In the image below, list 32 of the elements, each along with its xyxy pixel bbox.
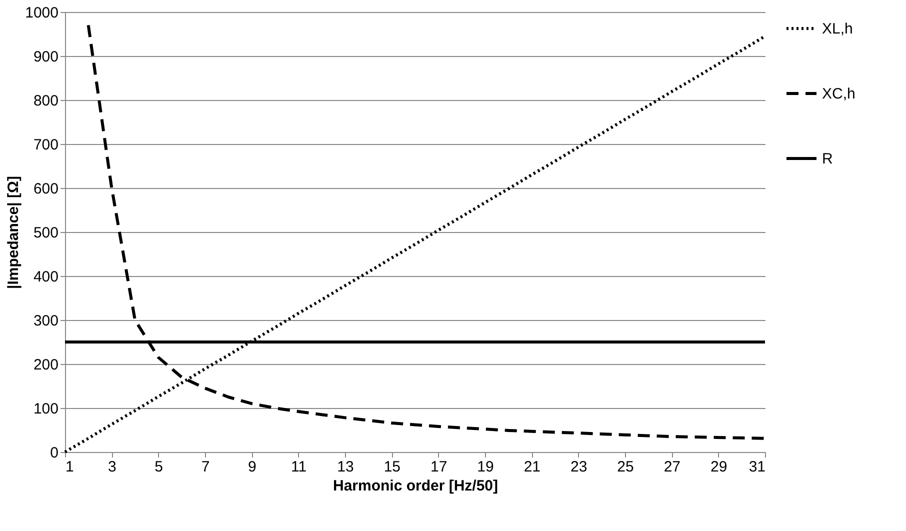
y-tick-label: 800 bbox=[33, 92, 58, 110]
legend-label: XC,h bbox=[822, 86, 856, 102]
x-tick-label: 31 bbox=[748, 458, 766, 476]
y-tick-label: 100 bbox=[33, 400, 58, 418]
y-tick-label: 500 bbox=[33, 224, 58, 242]
x-tick-label: 25 bbox=[617, 458, 634, 476]
y-tick-label: 700 bbox=[33, 136, 58, 154]
x-tick-label: 27 bbox=[664, 458, 681, 476]
legend-label: R bbox=[822, 150, 833, 168]
x-tick-label: 29 bbox=[710, 458, 728, 476]
y-tick-label: 900 bbox=[33, 48, 58, 66]
x-axis-title: Harmonic order [Hz/50] bbox=[332, 478, 498, 494]
x-tick-label: 15 bbox=[384, 458, 401, 476]
x-tick-label: 3 bbox=[108, 458, 116, 476]
x-tick-label: 7 bbox=[201, 458, 210, 476]
x-tick-label: 19 bbox=[477, 458, 494, 476]
x-tick-label: 13 bbox=[337, 458, 354, 476]
x-tick-label: 17 bbox=[430, 458, 448, 476]
legend-label: XL,h bbox=[822, 20, 853, 38]
y-tick-label: 200 bbox=[33, 356, 58, 374]
y-tick-label: 1000 bbox=[25, 4, 58, 22]
x-tick-label: 21 bbox=[524, 458, 541, 476]
x-tick-label: 5 bbox=[154, 458, 164, 476]
y-tick-label: 300 bbox=[33, 312, 58, 330]
y-axis-title: |Impedance| [Ω] bbox=[5, 176, 22, 289]
y-tick-label: 400 bbox=[33, 268, 58, 286]
x-tick-label: 23 bbox=[570, 458, 588, 476]
x-tick-label: 11 bbox=[291, 458, 307, 476]
y-tick-label: 0 bbox=[50, 444, 58, 462]
x-tick-label: 1 bbox=[66, 458, 74, 476]
x-tick-label: 9 bbox=[248, 458, 256, 476]
y-tick-label: 600 bbox=[33, 180, 58, 198]
